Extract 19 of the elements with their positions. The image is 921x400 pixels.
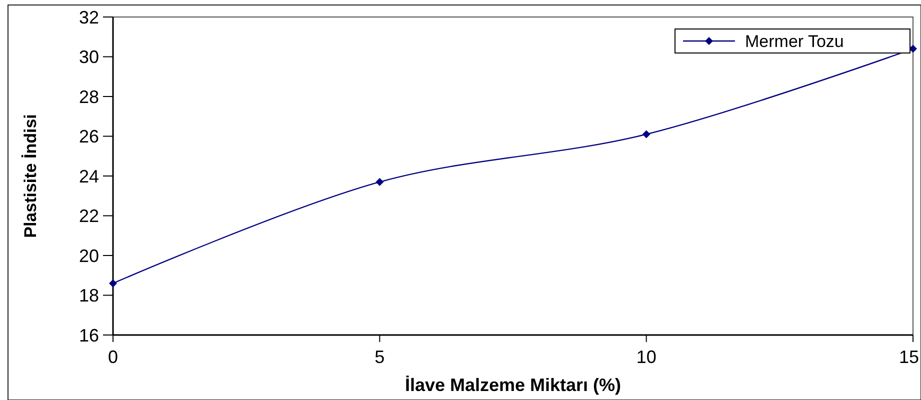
y-tick-label: 30 xyxy=(78,47,99,68)
x-tick-label: 10 xyxy=(636,347,656,367)
y-tick-label: 32 xyxy=(78,7,99,28)
x-tick-label: 0 xyxy=(108,347,118,367)
legend-label: Mermer Tozu xyxy=(745,32,844,51)
x-axis-title: İlave Malzeme Miktarı (%) xyxy=(404,375,622,395)
y-tick-label: 16 xyxy=(78,325,99,346)
y-tick-label: 18 xyxy=(78,286,99,306)
y-axis-title: Plastisite İndisi xyxy=(21,114,40,238)
y-tick-label: 28 xyxy=(78,86,99,107)
y-tick-label: 26 xyxy=(78,126,99,147)
point xyxy=(109,279,117,288)
y-tick-label: 20 xyxy=(78,246,99,266)
point xyxy=(376,178,384,186)
y-tick-label: 22 xyxy=(78,206,99,226)
x-tick-label: 5 xyxy=(374,347,385,367)
point xyxy=(642,130,650,138)
x-tick-label: 15 xyxy=(898,347,920,367)
y-tick-label: 24 xyxy=(78,166,99,186)
